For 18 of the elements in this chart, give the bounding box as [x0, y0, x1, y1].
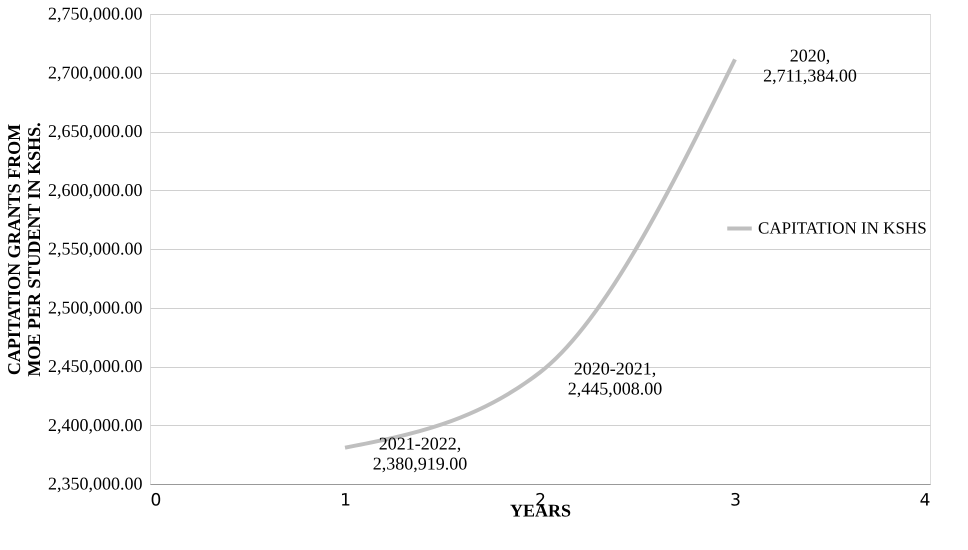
y-axis-title: CAPITATION GRANTS FROM MOE PER STUDENT IN KSHS. [4, 122, 44, 377]
x-tick-label: 0 [150, 490, 162, 510]
data-label: 2020, 2,711,384.00 [763, 45, 857, 86]
x-tick-label: 3 [730, 490, 741, 510]
legend-label: CAPITATION IN KSHS [758, 218, 927, 238]
x-tick-label: 4 [920, 490, 930, 510]
y-tick-label: 2,600,000.00 [48, 180, 142, 200]
y-tick-label: 2,450,000.00 [48, 356, 142, 376]
y-tick-label: 2,650,000.00 [48, 121, 142, 141]
y-tick-label: 2,750,000.00 [48, 4, 142, 24]
data-label: 2021-2022, 2,380,919.00 [372, 434, 468, 474]
data-label: 2020-2021, 2,445,008.00 [568, 358, 662, 398]
y-tick-label: 2,350,000.00 [48, 474, 142, 494]
y-tick-label: 2,500,000.00 [48, 297, 142, 318]
y-tick-label: 2,550,000.00 [48, 238, 142, 258]
y-tick-label: 2,700,000.00 [48, 62, 142, 82]
y-tick-label: 2,400,000.00 [48, 414, 142, 435]
x-tick-label: 1 [340, 490, 351, 510]
